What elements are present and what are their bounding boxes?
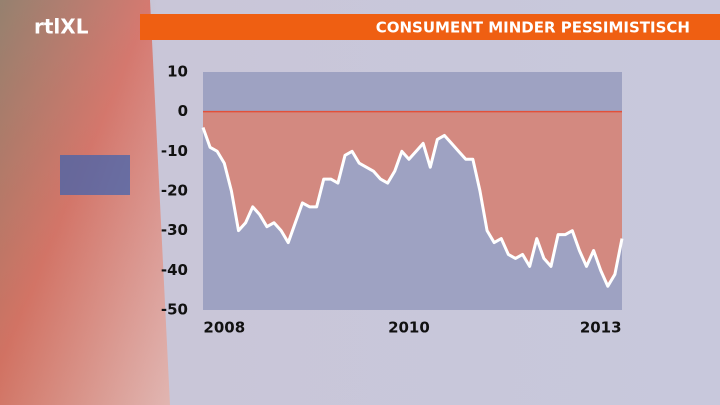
title-bar bbox=[140, 14, 720, 40]
x-tick-label: 2013 bbox=[580, 319, 622, 337]
banknote-photo bbox=[0, 0, 170, 405]
data-line bbox=[201, 127, 624, 288]
chart-title: CONSUMENT MINDER PESSIMISTISCH bbox=[376, 19, 690, 37]
x-tick-label: 2010 bbox=[388, 319, 430, 337]
y-tick-label: -30 bbox=[161, 221, 188, 239]
logo: rtlXL bbox=[34, 15, 89, 39]
y-tick-label: -20 bbox=[161, 182, 188, 200]
x-tick-label: 2008 bbox=[203, 319, 245, 337]
y-tick-label: 10 bbox=[167, 63, 188, 81]
y-tick-label: 0 bbox=[178, 102, 188, 120]
area-fill bbox=[203, 111, 622, 287]
y-tick-label: -50 bbox=[161, 301, 188, 319]
banknote-flag bbox=[60, 155, 130, 195]
y-tick-label: -40 bbox=[161, 261, 188, 279]
y-tick-label: -10 bbox=[161, 142, 188, 160]
